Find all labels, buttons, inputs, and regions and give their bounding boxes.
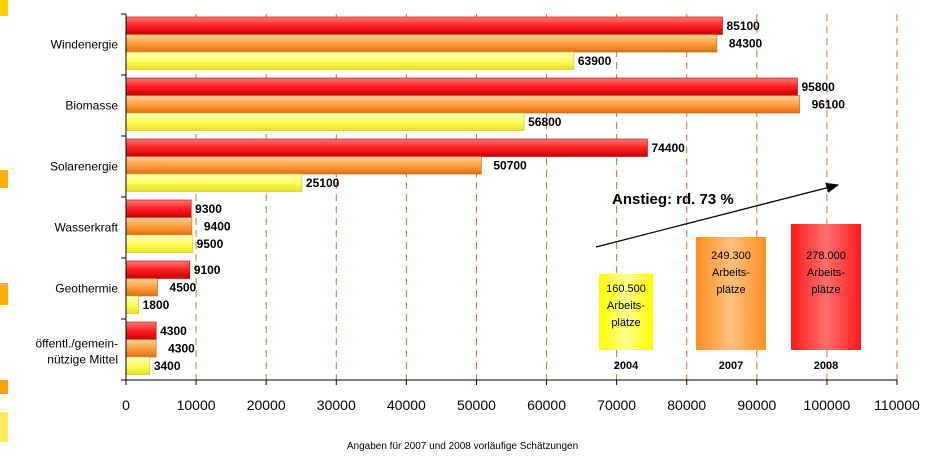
bar-2007 [125, 34, 718, 53]
employment-boxes: 160.500 Arbeits-plätze 2004 249.300 Arbeits-… [599, 224, 861, 372]
x-tick-label: 50000 [457, 397, 496, 413]
x-tick-label: 0 [122, 397, 130, 413]
x-tick-label: 80000 [667, 397, 706, 413]
bar-2007 [125, 217, 193, 236]
bar-2008 [125, 321, 157, 340]
bar-2008 [125, 77, 798, 96]
x-tick-label: 30000 [317, 397, 356, 413]
employment-box-2004 [599, 274, 653, 350]
left-strip-decoration [0, 283, 8, 305]
data-label: 25100 [306, 176, 340, 190]
bar-2008 [125, 260, 191, 279]
category-label: nützige Mittel [47, 353, 118, 367]
data-label: 4300 [168, 341, 195, 355]
data-label: 74400 [651, 141, 685, 155]
category-label: Wasserkraft [54, 221, 118, 235]
x-tick-label: 70000 [597, 397, 636, 413]
axes: 0 10000 20000 30000 40000 50000 60000 70000 8000… [121, 13, 920, 413]
bar-2007 [125, 156, 482, 175]
left-strip-decoration [0, 380, 8, 394]
category-label: Geothermie [55, 282, 118, 296]
x-tick-label: 40000 [387, 397, 426, 413]
bar-2008 [125, 199, 192, 218]
data-label: 85100 [726, 19, 760, 33]
employment-box-text: Arbeits- [607, 300, 645, 312]
employment-box-2008 [791, 224, 861, 350]
x-tick-label: 20000 [247, 397, 286, 413]
category-label: Windenergie [51, 38, 119, 52]
bar-2004 [125, 112, 525, 131]
bar-2007 [125, 278, 158, 297]
data-label: 9500 [197, 237, 224, 251]
data-label: 9100 [194, 263, 221, 277]
employment-box-text: 160.500 [606, 283, 646, 295]
bar-2004 [125, 295, 139, 314]
data-label: 4300 [160, 324, 187, 338]
employment-box-text: plätze [611, 317, 640, 329]
employment-box-text: Arbeits- [807, 267, 845, 279]
bar-2008 [125, 16, 723, 35]
category-label: Biomasse [65, 99, 118, 113]
category-label: öffentl./gemein- [36, 337, 119, 351]
x-tick-label: 110000 [874, 397, 920, 413]
bar-2004 [125, 234, 193, 253]
employment-box-2007 [696, 237, 766, 350]
x-tick-label: 10000 [177, 397, 216, 413]
data-label: 9400 [204, 219, 231, 233]
data-label: 9300 [195, 202, 222, 216]
bar-2007 [125, 339, 157, 358]
data-label: 84300 [729, 36, 763, 50]
bar-2004 [125, 51, 575, 70]
footnote: Angaben für 2007 und 2008 vorläufige Sch… [346, 441, 579, 452]
left-strip-decoration [0, 0, 8, 16]
trend-arrow [595, 182, 840, 248]
employment-box-year: 2008 [814, 360, 838, 372]
data-label: 4500 [170, 280, 197, 294]
employment-box-text: 249.300 [711, 250, 751, 262]
employment-box-text: plätze [811, 284, 840, 296]
x-tick-label: 90000 [737, 397, 776, 413]
left-strip-decoration [0, 170, 8, 188]
data-label: 96100 [812, 97, 846, 111]
bar-2004 [125, 173, 303, 192]
data-label: 95800 [801, 80, 835, 94]
annotation-anstieg: Anstieg: rd. 73 % [612, 191, 734, 208]
bar-2007 [125, 95, 800, 114]
employment-box-text: plätze [716, 284, 745, 296]
x-tick-label: 60000 [527, 397, 566, 413]
data-label: 1800 [143, 298, 170, 312]
employment-box-year: 2007 [719, 360, 743, 372]
category-label: Solarenergie [50, 160, 118, 174]
x-tick-label: 100000 [804, 397, 851, 413]
employment-box-text: 278.000 [806, 250, 846, 262]
bar-2008 [125, 138, 648, 157]
employment-box-year: 2004 [614, 360, 639, 372]
employment-box-text: Arbeits- [712, 267, 750, 279]
bars [125, 16, 800, 375]
data-label: 56800 [528, 115, 562, 129]
data-label: 50700 [493, 158, 527, 172]
data-label: 3400 [154, 359, 181, 373]
labels: 85100 84300 63900 Windenergie 95800 96100 5680… [36, 19, 846, 373]
data-label: 63900 [578, 54, 612, 68]
left-strip-decoration [0, 412, 8, 442]
bar-2004 [125, 356, 151, 375]
